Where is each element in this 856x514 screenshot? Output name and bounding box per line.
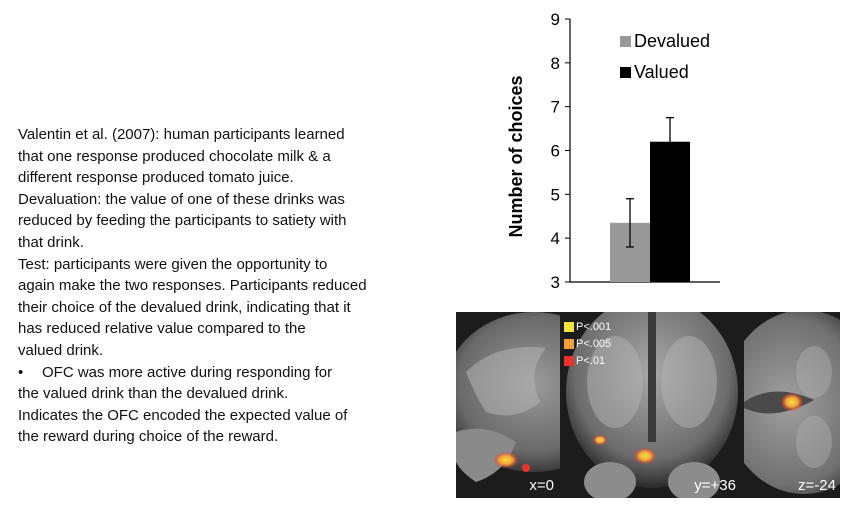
bullet-icon: •	[18, 363, 24, 381]
p-swatch	[564, 321, 574, 332]
text-line: that drink.	[18, 233, 84, 251]
text-line: Test: participants were given the opport…	[18, 255, 328, 273]
text-line: that one response produced chocolate mil…	[18, 147, 331, 165]
text-line: again make the two responses. Participan…	[18, 277, 367, 295]
p-swatch	[564, 355, 574, 366]
text-line: different response produced tomato juice…	[18, 169, 294, 187]
y-tick-label: 3	[551, 273, 560, 292]
p-value-legend: P<.001 P<.005 P<.01	[564, 318, 611, 369]
brain-coronal-image	[560, 312, 744, 498]
text-line: Devaluation: the value of one of these d…	[18, 190, 345, 208]
coord-label-z: z=-24	[798, 477, 836, 494]
y-tick-label: 5	[551, 185, 560, 204]
brain-axial-panel: z=-24	[744, 312, 840, 498]
bullet-line: • OFC was more active during responding f…	[18, 362, 438, 384]
y-tick-label: 4	[551, 229, 560, 248]
text-line: valued drink.	[18, 341, 104, 359]
brain-sagittal-image	[456, 312, 560, 498]
brain-sagittal-panel: x=0	[456, 312, 560, 498]
p-legend-item: P<.005	[564, 335, 611, 352]
text-line: their choice of the devalued drink, indi…	[18, 298, 351, 316]
y-tick-label: 7	[551, 98, 560, 117]
coord-label-y: y=+36	[694, 477, 736, 494]
p-label: P<.001	[576, 320, 612, 333]
text-line: has reduced relative value compared to t…	[18, 320, 306, 338]
bar-chart: 3 4 5 6 7 8 9 Number of choices Devalued Valued	[506, 10, 720, 292]
description-text: Valentin et al. (2007): human participan…	[18, 124, 438, 448]
p-legend-item: P<.001	[564, 318, 611, 335]
legend-swatch	[620, 67, 631, 78]
legend-label: Devalued	[634, 31, 710, 51]
p-swatch	[564, 338, 574, 349]
text-line: the reward during choice of the reward.	[18, 428, 279, 446]
y-tick-label: 6	[551, 142, 560, 161]
bullet-text: OFC was more active during responding fo…	[42, 363, 333, 381]
text-line: Valentin et al. (2007): human participan…	[18, 126, 345, 143]
p-legend-item: P<.01	[564, 352, 611, 369]
brain-coronal-panel: P<.001 P<.005 P<.01 y=+36	[560, 312, 744, 498]
text-line: Indicates the OFC encoded the expected v…	[18, 406, 348, 424]
text-line: the valued drink than the devalued drink…	[18, 385, 289, 403]
coord-label-x: x=0	[529, 477, 554, 494]
p-label: P<.01	[576, 354, 606, 367]
brain-axial-image	[744, 312, 840, 498]
y-tick-label: 8	[551, 54, 560, 73]
legend-swatch	[620, 36, 631, 47]
p-label: P<.005	[576, 337, 612, 350]
y-axis-label: Number of choices	[506, 75, 526, 237]
legend-label: Valued	[634, 62, 689, 82]
y-tick-label: 9	[551, 10, 560, 29]
text-line: reduced by feeding the participants to s…	[18, 212, 347, 230]
